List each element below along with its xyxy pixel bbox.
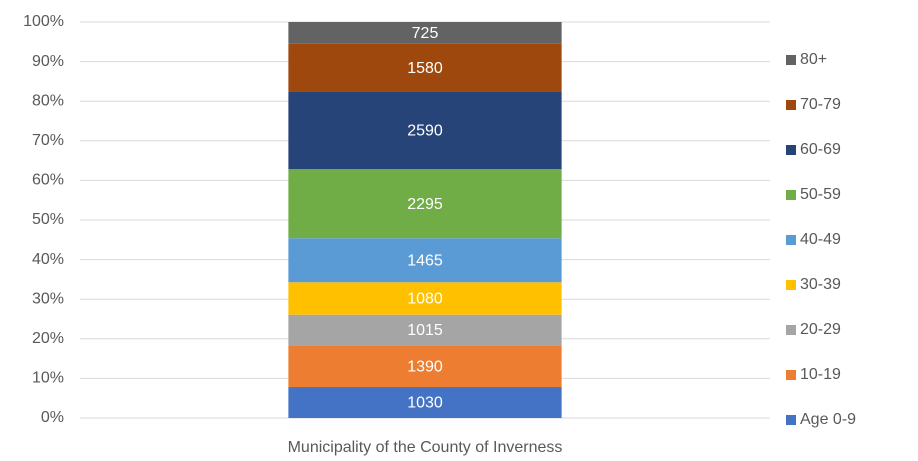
data-label: 1030 bbox=[407, 395, 443, 412]
bar-segment bbox=[288, 387, 562, 418]
y-tick-label: 0% bbox=[41, 409, 64, 426]
data-label: 725 bbox=[412, 25, 439, 42]
legend-swatch bbox=[786, 235, 796, 245]
y-tick-label: 40% bbox=[32, 251, 64, 268]
data-label: 1580 bbox=[407, 60, 443, 77]
legend-label: 80+ bbox=[800, 51, 827, 68]
legend-swatch bbox=[786, 415, 796, 425]
data-label: 2590 bbox=[407, 122, 443, 139]
data-label: 2295 bbox=[407, 196, 443, 213]
legend-label: 20-29 bbox=[800, 321, 841, 338]
legend-swatch bbox=[786, 55, 796, 65]
y-tick-label: 90% bbox=[32, 53, 64, 70]
bar-segment bbox=[288, 169, 562, 239]
bar-segment bbox=[288, 238, 562, 283]
legend-label: 60-69 bbox=[800, 141, 841, 158]
y-tick-label: 80% bbox=[32, 92, 64, 109]
bar-segment bbox=[288, 345, 562, 388]
data-label: 1390 bbox=[407, 358, 443, 375]
legend-label: 40-49 bbox=[800, 231, 841, 248]
y-tick-label: 100% bbox=[23, 13, 64, 30]
legend-swatch bbox=[786, 145, 796, 155]
y-tick-label: 50% bbox=[32, 211, 64, 228]
legend-label: 10-19 bbox=[800, 366, 841, 383]
data-label: 1080 bbox=[407, 291, 443, 308]
bar-segment bbox=[288, 43, 562, 92]
y-tick-label: 10% bbox=[32, 370, 64, 387]
x-tick-label: Municipality of the County of Inverness bbox=[288, 439, 563, 456]
legend-label: 30-39 bbox=[800, 276, 841, 293]
legend-label: Age 0-9 bbox=[800, 411, 856, 428]
legend-swatch bbox=[786, 325, 796, 335]
bar-segment bbox=[288, 282, 562, 315]
bar-segment bbox=[288, 314, 562, 346]
legend-swatch bbox=[786, 190, 796, 200]
legend-swatch bbox=[786, 370, 796, 380]
y-tick-label: 30% bbox=[32, 290, 64, 307]
data-label: 1015 bbox=[407, 322, 443, 339]
data-label: 1465 bbox=[407, 252, 443, 269]
y-tick-label: 20% bbox=[32, 330, 64, 347]
bar-segment bbox=[288, 91, 562, 170]
legend-label: 50-59 bbox=[800, 186, 841, 203]
y-tick-label: 70% bbox=[32, 132, 64, 149]
legend-swatch bbox=[786, 280, 796, 290]
legend-swatch bbox=[786, 100, 796, 110]
y-tick-label: 60% bbox=[32, 172, 64, 189]
legend-label: 70-79 bbox=[800, 96, 841, 113]
bar-segment bbox=[288, 22, 562, 44]
